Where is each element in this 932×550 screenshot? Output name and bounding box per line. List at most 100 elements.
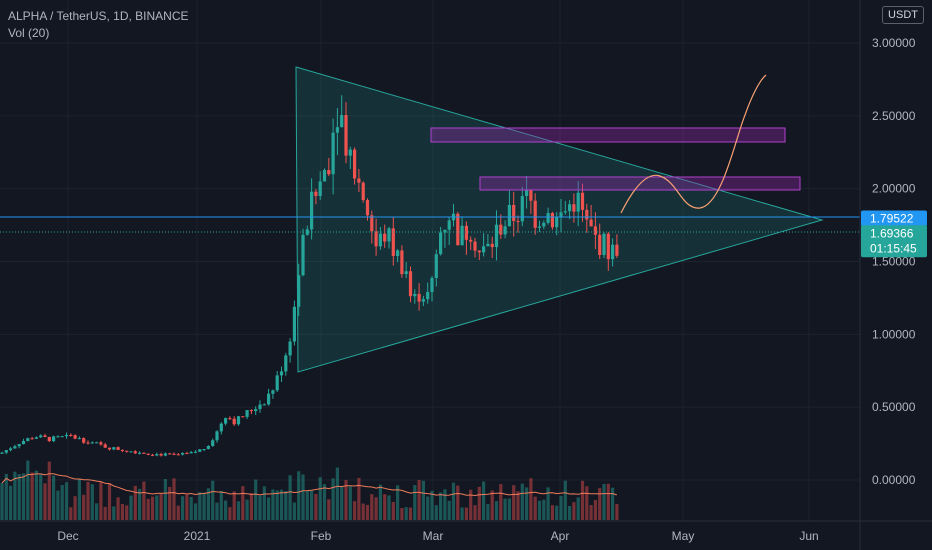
candle-body xyxy=(245,410,249,417)
volume-bar xyxy=(189,496,193,520)
candle-body xyxy=(529,190,533,201)
candle-body xyxy=(516,220,520,222)
candle-body xyxy=(176,454,180,456)
candle-body xyxy=(327,170,331,175)
triangle-pattern xyxy=(295,66,824,373)
candle-body xyxy=(211,440,215,446)
y-tick-label: 2.50000 xyxy=(872,109,916,123)
candle-body xyxy=(421,299,425,302)
candle-body xyxy=(116,447,120,450)
volume-bar xyxy=(279,489,284,520)
volume-bar xyxy=(473,505,477,520)
x-tick-label: Feb xyxy=(311,529,332,543)
candle-body xyxy=(456,213,460,246)
volume-bar xyxy=(378,484,382,520)
volume-bar xyxy=(292,502,296,520)
volume-bar xyxy=(163,478,167,520)
candle-body xyxy=(477,250,481,253)
candle-body xyxy=(297,275,301,307)
candle-body xyxy=(90,442,94,444)
volume-bar xyxy=(572,502,576,520)
candle-body xyxy=(232,418,236,425)
volume-bar xyxy=(357,477,361,520)
candle-body xyxy=(159,454,163,456)
volume-bar xyxy=(370,494,374,520)
volume-bar xyxy=(305,490,309,520)
candle-body xyxy=(318,181,322,197)
candle-body xyxy=(396,250,400,256)
volume-bar xyxy=(82,494,86,520)
candle-body xyxy=(86,442,90,444)
candle-body xyxy=(254,409,258,412)
candle-body xyxy=(77,438,81,440)
volume-bar xyxy=(396,485,400,520)
volume-bar xyxy=(331,478,335,520)
volume-bar xyxy=(482,481,486,520)
candle-body xyxy=(82,438,86,443)
candle-body xyxy=(69,434,73,436)
volume-bar xyxy=(236,501,241,520)
candle-body xyxy=(267,393,271,405)
volume-bar xyxy=(585,486,589,520)
volume-bar xyxy=(228,507,232,520)
candle-body xyxy=(525,190,529,196)
candle-body xyxy=(310,191,314,230)
candle-body xyxy=(499,224,503,235)
volume-bar xyxy=(348,486,352,520)
volume-bar xyxy=(335,467,339,520)
volume-bar xyxy=(430,490,434,520)
candle-body xyxy=(469,239,473,242)
volume-bar xyxy=(129,495,133,520)
candle-body xyxy=(383,233,387,242)
price-tag xyxy=(861,210,927,227)
y-axis[interactable]: 3.00000 2.50000 2.00000 1.50000 1.00000 0.500… xyxy=(872,36,916,487)
candle-body xyxy=(370,215,374,232)
volume-bar xyxy=(77,479,81,520)
volume-bar xyxy=(30,472,34,520)
volume-bar xyxy=(142,481,146,520)
volume-bar xyxy=(211,480,215,520)
candle-body xyxy=(568,204,572,212)
candle-body xyxy=(615,244,619,256)
volume-bar xyxy=(176,505,180,520)
volume-bar xyxy=(460,507,464,520)
volume-bar xyxy=(512,485,516,520)
candle-body xyxy=(258,404,262,410)
candle-body xyxy=(611,244,615,260)
candle-body xyxy=(262,404,266,406)
candle-body xyxy=(365,200,370,216)
volume-bar xyxy=(327,499,331,520)
volume-bar xyxy=(490,490,494,520)
volume-bar xyxy=(542,499,546,520)
volume-bar xyxy=(301,474,305,520)
volume-bar xyxy=(525,487,529,520)
candle-body xyxy=(400,250,404,275)
volume-bar xyxy=(125,505,129,520)
candle-body xyxy=(146,453,150,455)
candle-body xyxy=(168,453,172,455)
volume-indicator-label[interactable]: Vol (20) xyxy=(8,26,50,40)
volume-bar xyxy=(146,498,150,520)
currency-badge[interactable]: USDT xyxy=(882,6,924,24)
candle-body xyxy=(413,293,417,297)
volume-bar xyxy=(0,482,4,520)
y-tick-label: 1.00000 xyxy=(872,327,916,341)
candle-body xyxy=(185,453,189,455)
volume-bar xyxy=(172,478,176,520)
volume-bar xyxy=(249,493,253,520)
volume-bar xyxy=(159,493,163,520)
candle-body xyxy=(219,423,223,432)
symbol-title[interactable]: ALPHA / TetherUS, 1D, BINANCE xyxy=(8,9,189,23)
volume-bar xyxy=(611,487,615,520)
candle-body xyxy=(172,453,176,455)
candle-body xyxy=(129,451,133,453)
volume-bar xyxy=(434,505,438,520)
volume-bar xyxy=(537,500,542,520)
x-tick-label: Apr xyxy=(551,529,570,543)
volume-bar xyxy=(477,486,481,520)
x-axis[interactable]: Dec 2021 Feb Mar Apr May Jun xyxy=(57,529,818,543)
candle-body xyxy=(107,447,112,450)
volume-bar xyxy=(310,490,314,520)
volume-bar xyxy=(598,488,602,520)
